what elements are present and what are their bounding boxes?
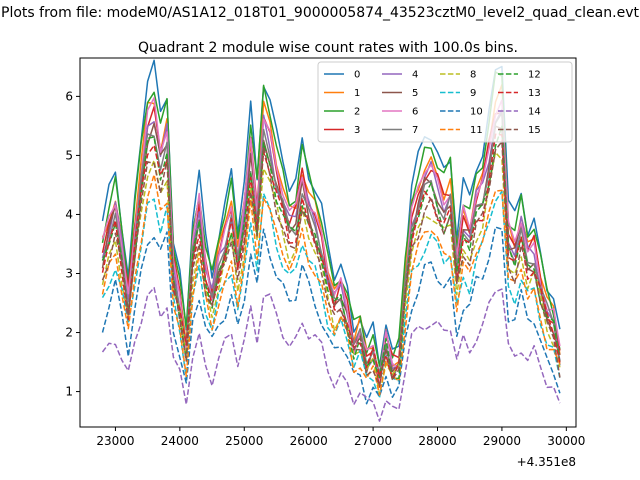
legend-label: 1 — [354, 88, 360, 99]
series-layer — [101, 59, 561, 422]
legend-label: 7 — [412, 125, 418, 136]
figure-suptitle: Plots from file: modeM0/AS1A12_018T01_90… — [1, 5, 639, 21]
x-tick-label: 23000 — [96, 434, 134, 448]
x-tick-label: 28000 — [418, 434, 456, 448]
x-offset-label: +4.351e8 — [517, 455, 576, 469]
y-tick-label: 2 — [65, 326, 73, 340]
legend-label: 3 — [354, 125, 360, 136]
series-line-13 — [101, 133, 561, 380]
legend-label: 8 — [470, 70, 476, 81]
legend-label: 11 — [470, 125, 483, 136]
series-line-2 — [101, 71, 561, 367]
x-tick-label: 30000 — [547, 434, 585, 448]
legend-label: 12 — [528, 70, 541, 81]
legend-label: 2 — [354, 107, 360, 118]
legend-label: 14 — [528, 107, 541, 118]
series-line-0 — [101, 59, 561, 367]
plot-frame — [79, 57, 577, 428]
legend-label: 4 — [412, 70, 418, 81]
x-tick-label: 24000 — [161, 434, 199, 448]
x-tick-label: 29000 — [483, 434, 521, 448]
series-line-10 — [101, 226, 561, 405]
legend-label: 5 — [412, 88, 418, 99]
legend-label: 13 — [528, 88, 541, 99]
x-tick-label: 27000 — [354, 434, 392, 448]
legend-box — [317, 61, 573, 143]
y-tick-label: 5 — [65, 148, 73, 162]
y-axis: 1 2 3 4 5 6 — [65, 89, 80, 399]
series-line-11 — [101, 173, 561, 396]
y-tick-label: 4 — [65, 207, 73, 221]
series-line-14 — [101, 286, 561, 422]
y-tick-label: 6 — [65, 89, 73, 103]
x-axis: 23000 24000 25000 26000 27000 28000 29000 30000 — [96, 427, 585, 448]
y-tick-label: 3 — [65, 266, 73, 280]
legend-label: 6 — [412, 107, 418, 118]
x-tick-label: 25000 — [225, 434, 263, 448]
x-tick-label: 26000 — [290, 434, 328, 448]
legend-label: 10 — [470, 107, 483, 118]
legend-label: 0 — [354, 70, 360, 81]
chart-title: Quadrant 2 module wise count rates with … — [138, 40, 518, 56]
legend-label: 9 — [470, 88, 476, 99]
y-tick-label: 1 — [65, 385, 73, 399]
series-line-6 — [101, 97, 561, 380]
series-line-12 — [101, 125, 561, 380]
legend-label: 15 — [528, 125, 541, 136]
